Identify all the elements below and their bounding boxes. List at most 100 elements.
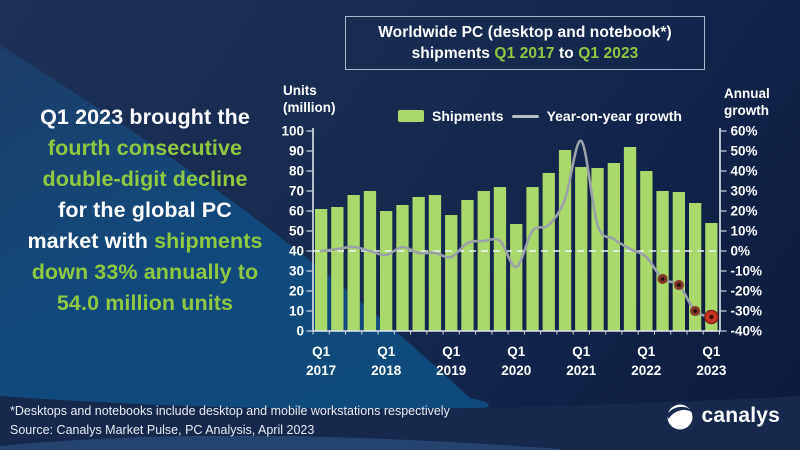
left-axis-tick-label: 40 — [289, 244, 304, 259]
highlight-text: 54.0 million units — [56, 291, 234, 315]
highlight-text: Q1 2023 — [578, 45, 639, 62]
highlight-text: Q1 2017 — [494, 45, 555, 62]
left-axis-tick-label: 90 — [289, 144, 304, 159]
left-axis-title-line1: Units — [283, 83, 317, 98]
bar-Q2-2022 — [656, 191, 669, 331]
highlight-text: shipments — [154, 229, 263, 253]
chart-title-box: Worldwide PC (desktop and notebook*) shi… — [345, 16, 705, 70]
bar-Q1-2019 — [445, 215, 458, 331]
highlight-text: down 33% annually to — [31, 260, 259, 284]
canalys-logo-text: canalys — [701, 404, 780, 427]
highlight-text: fourth consecutive — [47, 136, 243, 160]
plain-text: market with — [27, 229, 155, 253]
right-axis-title-line2: growth — [724, 103, 769, 118]
x-axis-label-quarter: Q1 — [442, 344, 461, 359]
decline-marker-center — [693, 309, 697, 313]
right-axis-tick-label: 20% — [731, 204, 758, 219]
swoosh-bottom-highlight — [0, 435, 560, 450]
chart-legend: Shipments Year-on-year growth — [398, 108, 682, 124]
bar-Q1-2023 — [705, 223, 718, 331]
legend-growth-label: Year-on-year growth — [546, 108, 682, 124]
x-axis-label-year: 2018 — [371, 363, 402, 378]
x-axis-label-year: 2019 — [436, 363, 466, 378]
headline-line: market with shipments — [0, 226, 290, 257]
right-axis-tick-label: 50% — [731, 144, 758, 159]
headline-line: down 33% annually to — [0, 257, 290, 288]
left-axis-title-line2: (million) — [283, 100, 336, 115]
bar-Q4-2018 — [428, 195, 442, 331]
footnotes: *Desktops and notebooks include desktop … — [10, 402, 450, 440]
left-axis-tick-label: 60 — [289, 204, 304, 219]
headline-line: 54.0 million units — [0, 288, 290, 319]
growth-legend-line-icon — [511, 114, 539, 118]
decline-marker-center — [660, 277, 665, 281]
left-axis-title: Units (million) — [283, 82, 336, 116]
headline: Q1 2023 brought the fourth consecutive dou… — [0, 102, 290, 319]
canalys-logo-icon — [666, 404, 693, 430]
right-axis-tick-label: -20% — [731, 284, 763, 299]
headline-line: Q1 2023 brought the — [0, 102, 290, 133]
plain-text: for the global PC — [58, 198, 232, 222]
right-axis-tick-label: -30% — [731, 304, 763, 319]
footnote-source: Source: Canalys Market Pulse, PC Analysi… — [10, 423, 315, 437]
bar-Q3-2017 — [347, 195, 360, 331]
left-axis-tick-label: 10 — [289, 304, 304, 319]
x-axis-label-year: 2020 — [501, 363, 531, 378]
bar-Q3-2021 — [607, 163, 620, 331]
bar-Q3-2020 — [542, 173, 555, 331]
right-axis-tick-label: -40% — [731, 324, 763, 339]
plain-text: Q1 2023 brought the — [40, 105, 250, 129]
right-axis-tick-label: 0% — [731, 244, 751, 259]
bar-Q4-2022 — [689, 203, 702, 331]
bar-Q4-2021 — [623, 147, 637, 331]
left-axis-tick-label: 80 — [289, 164, 304, 179]
x-axis-label-quarter: Q1 — [507, 344, 526, 359]
left-axis-tick-label: 70 — [289, 184, 304, 199]
bar-Q1-2022 — [640, 171, 653, 331]
right-axis-tick-label: 40% — [731, 164, 758, 179]
decline-marker-center — [677, 283, 681, 287]
left-axis-tick-label: 30 — [289, 264, 304, 279]
x-axis-label-year: 2023 — [696, 363, 727, 378]
bar-Q3-2022 — [672, 192, 685, 331]
bar-Q2-2020 — [526, 187, 539, 331]
plain-text: to — [554, 45, 579, 62]
left-axis-tick-label: 50 — [289, 224, 304, 239]
right-axis-tick-label: -10% — [731, 264, 763, 279]
left-axis-tick-label: 0 — [296, 324, 304, 339]
bar-Q1-2017 — [315, 209, 328, 331]
bar-Q1-2020 — [510, 224, 523, 331]
x-axis-label-year: 2022 — [631, 363, 661, 378]
x-axis-label-quarter: Q1 — [572, 344, 591, 359]
headline-line: double-digit decline — [0, 164, 290, 195]
growth-line — [319, 139, 713, 319]
right-axis-title: Annual growth — [724, 85, 770, 119]
bar-Q3-2019 — [477, 191, 490, 331]
x-axis-label-quarter: Q1 — [702, 344, 721, 359]
headline-line: fourth consecutive — [0, 133, 290, 164]
highlight-text: double-digit decline — [42, 167, 248, 191]
bar-Q2-2018 — [396, 205, 409, 331]
bar-Q4-2020 — [558, 150, 572, 331]
bar-Q4-2019 — [493, 187, 507, 331]
legend-shipments-label: Shipments — [432, 108, 504, 124]
q1-2023-marker-center — [709, 314, 714, 320]
bar-Q1-2018 — [380, 211, 393, 331]
right-axis-tick-label: 10% — [731, 224, 758, 239]
x-axis-label-year: 2017 — [306, 363, 336, 378]
headline-line: for the global PC — [0, 195, 290, 226]
chart-title-line1: Worldwide PC (desktop and notebook*) — [378, 24, 672, 41]
shipments-legend-swatch-icon — [398, 110, 424, 122]
plain-text: shipments — [411, 45, 495, 62]
x-axis-label-quarter: Q1 — [312, 344, 331, 359]
x-axis-label-quarter: Q1 — [377, 344, 396, 359]
bar-Q3-2018 — [412, 197, 425, 331]
left-axis-tick-label: 20 — [289, 284, 304, 299]
x-axis-label-quarter: Q1 — [637, 344, 656, 359]
x-axis-label-year: 2021 — [566, 363, 597, 378]
bar-Q2-2017 — [331, 207, 344, 331]
bar-Q4-2017 — [363, 191, 377, 331]
right-axis-title-line1: Annual — [724, 86, 770, 101]
